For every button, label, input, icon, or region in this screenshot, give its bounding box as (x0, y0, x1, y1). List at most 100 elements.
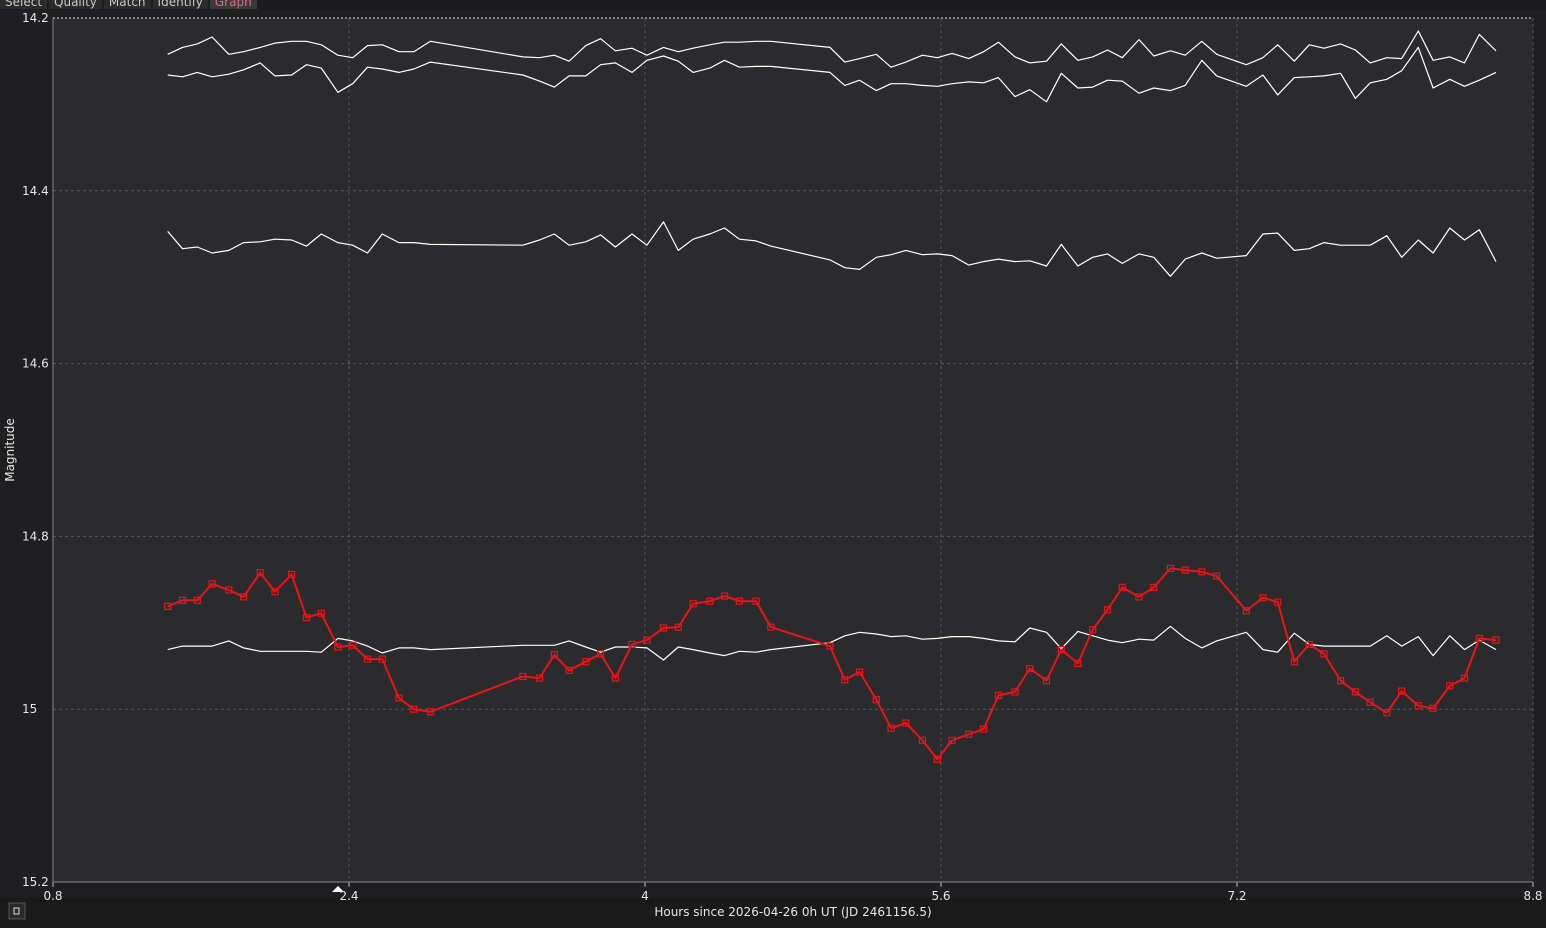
data-point (965, 730, 973, 738)
data-point (659, 624, 668, 632)
data-point (1398, 687, 1406, 695)
data-point (1492, 636, 1500, 644)
y-tick-label: 14.8 (22, 529, 49, 543)
data-point (1320, 650, 1328, 658)
data-point (1042, 677, 1051, 685)
data-point (902, 719, 910, 727)
data-point (225, 586, 233, 594)
data-point (302, 614, 311, 622)
data-point (735, 597, 743, 605)
data-point (256, 569, 264, 577)
data-point (887, 724, 895, 732)
data-point (628, 640, 636, 649)
data-point (1135, 593, 1143, 601)
data-point (948, 736, 956, 744)
data-point (1366, 698, 1374, 706)
data-point (767, 623, 775, 631)
data-point (855, 668, 864, 676)
data-point (1336, 677, 1345, 685)
data-point (1026, 664, 1034, 673)
data-point (208, 580, 216, 588)
data-point (933, 755, 941, 763)
data-point (918, 736, 927, 744)
data-point (426, 708, 434, 716)
data-point (1242, 607, 1250, 615)
data-point (1351, 688, 1360, 696)
series-line (167, 46, 1497, 103)
x-axis-label: Hours since 2026-04-26 0h UT (JD 2461156… (654, 905, 931, 919)
data-point (1290, 658, 1298, 666)
y-tick-label: 14.6 (22, 357, 49, 371)
y-tick-label: 15 (22, 702, 37, 716)
data-point (535, 674, 544, 682)
data-point (334, 643, 342, 651)
data-point (317, 609, 325, 617)
data-point (178, 596, 187, 604)
data-point (1429, 704, 1437, 712)
data-point (994, 691, 1002, 699)
data-point (643, 636, 651, 644)
tab-bar: Select Quality Match Identify Graph (0, 0, 259, 9)
data-point (582, 658, 590, 666)
data-point (979, 725, 988, 733)
data-point (1166, 564, 1175, 572)
data-point (565, 666, 573, 674)
x-tick-label: 4 (641, 889, 649, 903)
data-point (1103, 606, 1112, 614)
data-point (1274, 598, 1282, 606)
data-point (1011, 688, 1019, 696)
tab[interactable]: Quality (49, 0, 102, 9)
data-point (1150, 583, 1158, 591)
data-point (288, 570, 296, 579)
data-point (1460, 674, 1469, 682)
data-point (1118, 583, 1126, 591)
data-point (1383, 709, 1391, 717)
toggle-button[interactable] (8, 902, 26, 920)
data-point (1305, 640, 1313, 649)
data-point (1213, 572, 1221, 580)
status-strip (0, 898, 1546, 928)
data-point (689, 600, 697, 608)
data-point (826, 642, 834, 650)
data-point (720, 592, 729, 600)
data-point (410, 705, 418, 713)
data-point (596, 650, 605, 658)
data-point (395, 694, 403, 702)
x-tick-label: 0.8 (43, 889, 62, 903)
data-point (519, 672, 527, 680)
x-tick-label: 8.8 (1523, 889, 1542, 903)
data-point (1475, 634, 1483, 642)
x-tick-label: 7.2 (1227, 889, 1246, 903)
tab[interactable]: Match (103, 0, 151, 9)
data-point (1198, 568, 1206, 576)
tab[interactable]: Graph (209, 0, 257, 9)
data-point (239, 593, 248, 601)
series-line (167, 221, 1497, 277)
data-point (1074, 659, 1082, 668)
y-tick-label: 14.4 (22, 184, 49, 198)
data-point (1181, 566, 1189, 574)
data-point (1414, 702, 1422, 710)
button-icon (13, 907, 20, 915)
data-point (164, 602, 172, 610)
data-point (674, 623, 682, 631)
data-point (1089, 626, 1097, 634)
data-point (378, 655, 386, 663)
data-point (193, 596, 201, 604)
tab[interactable]: Identify (152, 0, 208, 9)
data-point (550, 651, 558, 659)
y-tick-label: 14.2 (22, 11, 49, 25)
x-tick-label: 5.6 (931, 889, 950, 903)
cursor-marker[interactable] (332, 886, 344, 892)
series-line (167, 30, 1497, 68)
data-point (841, 676, 849, 684)
series-line (167, 625, 1497, 661)
data-point (271, 588, 279, 596)
plot-area (53, 18, 1533, 882)
data-point (1446, 682, 1454, 690)
data-point (349, 641, 357, 649)
data-point (752, 597, 760, 605)
tab[interactable]: Select (0, 0, 48, 9)
